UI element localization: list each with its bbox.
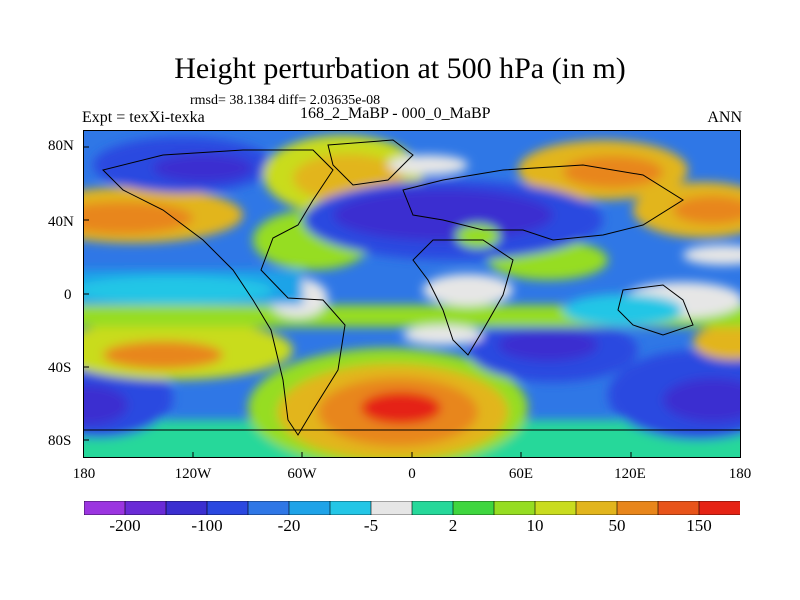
colorbar-swatch xyxy=(124,501,167,515)
colorbar-swatch xyxy=(616,501,659,515)
colorbar-label: -100 xyxy=(191,516,223,535)
lon-tick-60e: 60E xyxy=(508,466,534,482)
colorbar-swatch xyxy=(247,501,290,515)
colorbar xyxy=(84,501,740,515)
land-outline-layer xyxy=(83,139,741,436)
lat-tick-40n: 40N xyxy=(48,214,74,230)
colorbar-swatch xyxy=(84,501,126,515)
subtitle: 168_2_MaBP - 000_0_MaBP xyxy=(300,105,491,122)
colorbar-swatch xyxy=(534,501,577,515)
page-title: Height perturbation at 500 hPa (in m) xyxy=(174,52,626,85)
lon-tick-0: 0 xyxy=(408,466,416,482)
colorbar-label: 2 xyxy=(448,516,458,535)
lon-tick-180e: 180 xyxy=(728,466,752,482)
colorbar-swatch xyxy=(452,501,495,515)
lat-tick-40s: 40S xyxy=(48,360,72,376)
colorbar-swatch xyxy=(288,501,331,515)
colorbar-label: 50 xyxy=(608,516,626,535)
colorbar-label: -200 xyxy=(109,516,141,535)
contour-fill-layer xyxy=(83,135,741,458)
season-label: ANN xyxy=(707,109,742,126)
lon-tick-180w: 180 xyxy=(72,466,96,482)
colorbar-label: -5 xyxy=(363,516,379,535)
colorbar-swatch xyxy=(370,501,413,515)
colorbar-swatch xyxy=(657,501,700,515)
colorbar-swatch xyxy=(575,501,618,515)
lon-tick-120w: 120W xyxy=(174,466,212,482)
colorbar-swatch xyxy=(698,501,740,515)
colorbar-swatch xyxy=(329,501,372,515)
colorbar-swatch xyxy=(493,501,536,515)
colorbar-swatch xyxy=(165,501,208,515)
colorbar-label: 10 xyxy=(526,516,544,535)
tick-marks xyxy=(83,146,632,458)
lon-tick-120e: 120E xyxy=(614,466,646,482)
lat-tick-80s: 80S xyxy=(48,433,72,449)
lat-tick-80n: 80N xyxy=(48,138,74,154)
lon-tick-60w: 60W xyxy=(287,466,317,482)
colorbar-swatch xyxy=(206,501,249,515)
stats-line: rmsd= 38.1384 diff= 2.03635e-08 xyxy=(190,93,381,108)
colorbar-swatch xyxy=(411,501,454,515)
experiment-label: Expt = texXi-texka xyxy=(82,109,205,126)
height-perturbation-map xyxy=(83,130,741,458)
colorbar-label: -20 xyxy=(277,516,301,535)
lat-tick-0: 0 xyxy=(64,287,72,303)
colorbar-label: 150 xyxy=(686,516,712,535)
